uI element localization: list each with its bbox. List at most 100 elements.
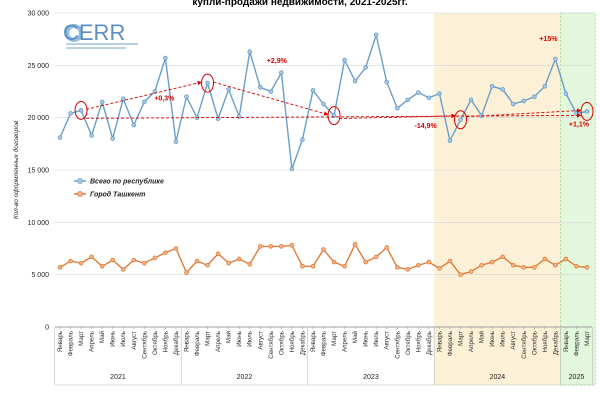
x-tick-label: Август bbox=[257, 331, 264, 350]
point-1-25 bbox=[321, 247, 326, 252]
point-0-23 bbox=[300, 137, 305, 142]
point-1-12 bbox=[184, 270, 189, 275]
x-tick-label: Сентябрь bbox=[268, 331, 275, 359]
point-1-27 bbox=[342, 263, 347, 269]
point-1-43 bbox=[510, 262, 516, 268]
point-0-16 bbox=[226, 87, 231, 92]
annotation-label: +0,3% bbox=[154, 95, 175, 102]
point-1-14 bbox=[205, 262, 210, 268]
point-0-10 bbox=[163, 55, 168, 61]
x-tick-label: Октябрь bbox=[152, 331, 159, 355]
x-tick-label: Декабрь bbox=[426, 331, 433, 355]
x-tick-label: Ноябрь bbox=[542, 331, 549, 352]
point-1-29 bbox=[363, 259, 368, 265]
point-0-44 bbox=[521, 98, 527, 104]
point-1-0 bbox=[57, 265, 63, 270]
ring-mar-2024 bbox=[454, 110, 468, 130]
x-tick-label: Январь bbox=[183, 331, 190, 352]
x-tick-label: Май bbox=[226, 330, 233, 343]
y-axis: 0 5 000 10 000 15 000 20 000 25 000 30 000 bbox=[28, 11, 50, 332]
x-tick-label: Август bbox=[510, 331, 517, 350]
point-0-29 bbox=[363, 65, 368, 70]
x-tick-label: Март bbox=[458, 331, 465, 346]
annotation-label: +1,1% bbox=[569, 121, 590, 128]
point-1-18 bbox=[247, 261, 253, 267]
point-1-44 bbox=[521, 265, 527, 270]
x-tick-label: Июль bbox=[373, 331, 380, 347]
y-tick-label: 10 000 bbox=[28, 220, 50, 227]
x-tick-label: Апрель bbox=[468, 331, 475, 352]
logo-text: CERR bbox=[63, 20, 125, 45]
point-0-35 bbox=[426, 95, 432, 101]
legend-label-tashkent: Город Ташкент bbox=[90, 191, 145, 199]
point-0-36 bbox=[437, 91, 442, 96]
point-0-31 bbox=[384, 79, 390, 85]
x-tick-label: Сентябрь bbox=[141, 331, 148, 359]
x-tick-label: Февраль bbox=[68, 331, 75, 356]
point-0-47 bbox=[553, 56, 558, 62]
x-tick-label: Март bbox=[205, 331, 212, 346]
gridlines bbox=[55, 12, 592, 328]
point-1-6 bbox=[120, 267, 126, 272]
legend: Всего по республике Город Ташкент bbox=[74, 178, 164, 199]
y-tick-label: 15 000 bbox=[28, 168, 50, 175]
x-tick-label: Февраль bbox=[321, 331, 328, 356]
point-1-33 bbox=[405, 267, 411, 272]
point-0-38 bbox=[458, 117, 463, 123]
ring-mar-2021 bbox=[74, 100, 88, 120]
point-1-2 bbox=[78, 260, 84, 266]
year-label-2025: 2025 bbox=[569, 374, 585, 381]
point-0-7 bbox=[131, 122, 137, 128]
arrow-2024-2025 bbox=[466, 108, 582, 118]
x-tick-label: Сентябрь bbox=[394, 331, 401, 359]
point-0-5 bbox=[110, 136, 115, 141]
x-tick-label: Июнь bbox=[110, 331, 117, 347]
point-0-14 bbox=[205, 80, 210, 86]
point-1-45 bbox=[531, 265, 537, 270]
x-tick-label: Март bbox=[331, 331, 338, 346]
x-tick-label: Апрель bbox=[89, 331, 96, 352]
point-1-15 bbox=[215, 251, 221, 257]
point-1-19 bbox=[257, 244, 263, 249]
x-tick-label: Июнь bbox=[363, 331, 370, 347]
point-1-42 bbox=[500, 254, 505, 260]
point-0-30 bbox=[373, 32, 379, 38]
point-1-11 bbox=[173, 246, 179, 251]
point-0-45 bbox=[531, 94, 537, 100]
point-0-17 bbox=[236, 114, 242, 119]
point-1-30 bbox=[373, 254, 379, 260]
point-1-46 bbox=[542, 256, 548, 262]
band-2025 bbox=[560, 12, 596, 386]
annotation-label: -14,9% bbox=[415, 123, 438, 130]
point-0-37 bbox=[447, 138, 453, 143]
x-tick-label: Февраль bbox=[194, 331, 201, 356]
x-tick-label: Август bbox=[131, 331, 138, 350]
point-1-20 bbox=[268, 244, 274, 249]
x-tick-label: Сентябрь bbox=[521, 331, 528, 359]
point-1-48 bbox=[563, 256, 569, 262]
point-1-7 bbox=[131, 257, 137, 263]
point-1-22 bbox=[289, 243, 295, 248]
point-1-31 bbox=[384, 245, 390, 250]
x-tick-label: Май bbox=[352, 330, 359, 343]
point-1-24 bbox=[310, 263, 316, 269]
point-0-27 bbox=[342, 57, 347, 63]
x-tick-label: Ноябрь bbox=[289, 331, 296, 352]
x-tick-label: Ноябрь bbox=[162, 331, 169, 352]
point-0-43 bbox=[510, 101, 516, 107]
point-0-46 bbox=[542, 83, 548, 89]
point-0-41 bbox=[489, 83, 495, 89]
x-tick-label: Июль bbox=[500, 331, 507, 347]
point-1-50 bbox=[584, 265, 590, 270]
x-tick-label: Октябрь bbox=[278, 331, 285, 355]
point-1-47 bbox=[553, 262, 558, 268]
point-1-28 bbox=[352, 242, 358, 247]
point-0-28 bbox=[352, 78, 358, 84]
point-1-39 bbox=[468, 269, 474, 274]
x-tick-label: Март bbox=[78, 331, 85, 346]
point-0-12 bbox=[184, 94, 189, 100]
point-0-33 bbox=[405, 97, 411, 103]
point-0-32 bbox=[394, 105, 400, 111]
y-tick-label: 20 000 bbox=[28, 115, 50, 122]
year-label-2024: 2024 bbox=[490, 374, 506, 381]
